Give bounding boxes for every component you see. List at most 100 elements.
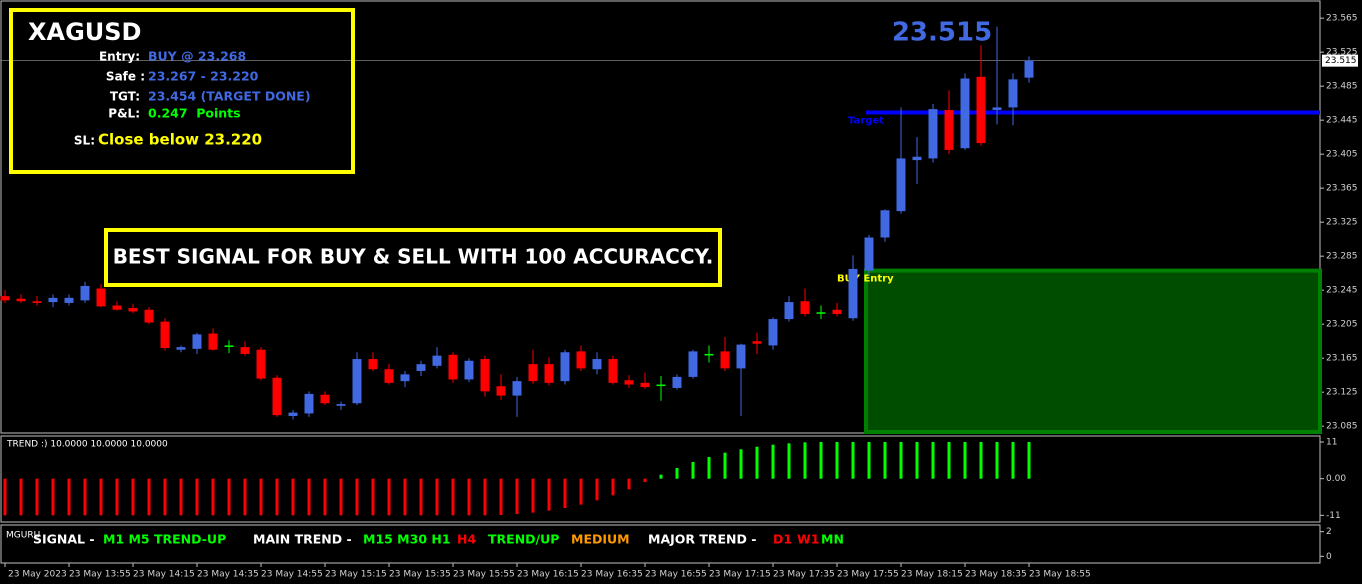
trend-bar [83, 478, 87, 516]
candle-body [240, 347, 250, 354]
trend-bar [131, 478, 135, 516]
candle-body [896, 158, 906, 212]
candle-body [624, 380, 634, 385]
x-tick-label: 23 May 14:55 [261, 570, 323, 580]
trend-bar [675, 468, 679, 479]
trend-bar [803, 442, 807, 479]
trend-bar [915, 442, 919, 479]
target-label: Target [848, 116, 884, 127]
x-tick-label: 23 May 14:15 [133, 570, 195, 580]
sl-label: SL: [74, 134, 95, 148]
candle-body [816, 312, 826, 314]
trend-bar [227, 478, 231, 516]
price-tag-label: 23.515 [1325, 56, 1357, 66]
candle-body [384, 369, 394, 383]
signal-text: H4 [457, 532, 476, 547]
trend-bar [835, 442, 839, 479]
x-tick-label: 23 May 13:55 [69, 570, 131, 580]
trend-bar [1011, 442, 1015, 479]
candle-body [592, 359, 602, 370]
candle-body [464, 360, 474, 380]
signal-text: MEDIUM [571, 532, 630, 547]
y-tick-label: 23.365 [1326, 184, 1358, 194]
y-tick-label: 23.325 [1326, 218, 1358, 228]
trend-bar [595, 478, 599, 501]
y-tick-label: 23.205 [1326, 320, 1358, 330]
trend-bar [867, 442, 871, 479]
trend-bar [3, 478, 7, 516]
candle-body [672, 376, 682, 388]
candle-body [112, 305, 122, 310]
y-tick-label: 2 [1326, 527, 1332, 537]
candle-body [320, 394, 330, 404]
candle-body [960, 78, 970, 149]
candle-body [512, 381, 522, 396]
trend-bar [19, 478, 23, 516]
banner: BEST SIGNAL FOR BUY & SELL WITH 100 ACCU… [113, 245, 714, 269]
y-tick-label: 23.285 [1326, 252, 1358, 262]
x-tick-label: 23 May 15:15 [325, 570, 387, 580]
candle-body [48, 297, 58, 303]
y-tick-label: 23.565 [1326, 14, 1358, 24]
candle-body [880, 210, 890, 238]
row-value: 23.267 - 23.220 [148, 69, 259, 84]
trend-bar [931, 442, 935, 479]
trend-bar [643, 478, 647, 482]
candle-body [784, 302, 794, 320]
trend-bar [707, 457, 711, 479]
row-value: 0.247 Points [148, 106, 241, 121]
candle-body [528, 364, 538, 382]
trend-bar [467, 478, 471, 516]
trend-bar [179, 478, 183, 516]
trend-bar [371, 478, 375, 516]
row-value: BUY @ 23.268 [148, 49, 246, 64]
trend-bar [547, 478, 551, 511]
trend-bar [947, 442, 951, 479]
trend-bar [51, 478, 55, 516]
candle-body [720, 351, 730, 369]
candle-body [288, 412, 298, 416]
candle-body [64, 297, 74, 303]
candle-body [448, 354, 458, 380]
row-label: TGT: [110, 90, 140, 104]
candle-body [352, 359, 362, 404]
x-tick-label: 23 May 18:15 [901, 570, 963, 580]
trend-bar [387, 478, 391, 516]
banner-box [104, 228, 722, 287]
candle-body [0, 296, 10, 301]
candle-body [544, 364, 554, 383]
trend-bar [275, 478, 279, 516]
candle-body [992, 107, 1002, 110]
signal-text: MAJOR TREND - [648, 532, 756, 547]
row-label: Safe : [106, 70, 145, 84]
signal-text: SIGNAL - [33, 532, 95, 547]
candle-body [176, 347, 186, 350]
candle-body [304, 393, 314, 414]
candle-body [944, 109, 954, 150]
candle-body [336, 404, 346, 406]
x-tick-label: 23 May 2023 [8, 570, 67, 580]
trend-bar [67, 478, 71, 516]
trend-bar [659, 474, 663, 479]
x-tick-label: 23 May 17:15 [709, 570, 771, 580]
candle-body [208, 333, 218, 350]
signal-text: M1 M5 TREND-UP [103, 532, 226, 547]
trend-bar [115, 478, 119, 516]
y-tick-label: 0 [1326, 552, 1332, 562]
trend-bar [771, 444, 775, 479]
candle-body [864, 237, 874, 271]
candle-body [768, 319, 778, 346]
candle-body [1024, 60, 1034, 78]
trend-bar [403, 478, 407, 516]
signal-text: MN [821, 532, 844, 547]
candle-body [704, 353, 714, 356]
trend-bar [563, 478, 567, 508]
x-tick-label: 23 May 16:55 [645, 570, 707, 580]
signal-panel [0, 524, 1321, 564]
signal-text: TREND/UP [488, 532, 559, 547]
trend-bar [691, 462, 695, 479]
trend-bar [819, 442, 823, 479]
entry-label: BUY Entry [837, 274, 894, 285]
candle-body [1008, 79, 1018, 108]
